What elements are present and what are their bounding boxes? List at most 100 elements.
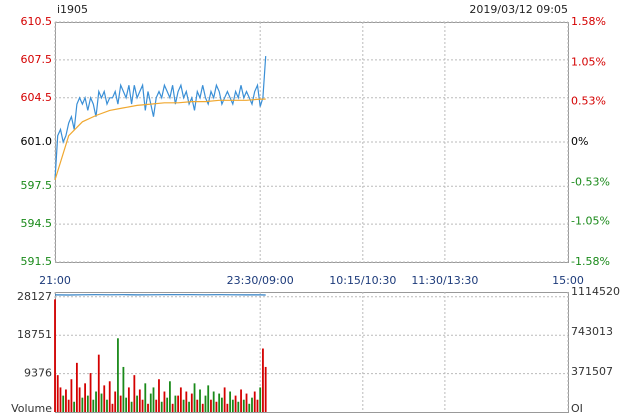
volume-bar <box>65 389 67 412</box>
y2-tick-label: 1.05% <box>571 55 606 68</box>
volume-bar <box>106 399 108 412</box>
volume-bar <box>182 399 185 412</box>
volume-bar <box>251 397 253 412</box>
volume-bar <box>84 383 86 412</box>
volume-bar <box>218 393 221 412</box>
y2-tick-label: 0.53% <box>571 95 606 108</box>
volume-bar <box>226 403 229 412</box>
y-tick-label: 9376 <box>24 367 52 380</box>
volume-bar <box>179 387 182 412</box>
volume-bar <box>100 393 103 412</box>
volume-bar <box>190 393 193 412</box>
volume-bar <box>144 383 147 412</box>
volume-bar <box>169 381 171 412</box>
y2-tick-label: 371507 <box>571 365 613 378</box>
volume-bar <box>70 379 73 412</box>
volume-bar <box>103 385 106 412</box>
volume-bar <box>234 395 237 412</box>
volume-bar <box>141 399 144 412</box>
volume-bar <box>81 397 84 412</box>
volume-bar <box>127 387 130 412</box>
x-tick-label: 15:00 <box>552 274 584 287</box>
x-tick-label: 21:00 <box>39 274 71 287</box>
volume-bar <box>166 397 169 412</box>
y2-tick-label: -0.53% <box>571 175 610 188</box>
volume-bar <box>223 387 226 412</box>
volume-bar <box>177 395 180 412</box>
volume-bar <box>78 387 81 412</box>
volume-bar <box>196 399 199 412</box>
volume-bar <box>231 399 234 412</box>
volume-bar <box>147 403 149 412</box>
x-tick-label: 11:30/13:30 <box>411 274 478 287</box>
volume-bar <box>62 395 65 412</box>
price-line <box>54 56 267 180</box>
volume-bar <box>212 391 215 412</box>
y-tick-label: 18751 <box>17 328 52 341</box>
y2-tick-label: -1.05% <box>571 215 610 228</box>
volume-bar <box>119 395 122 412</box>
subtitle: 2019/03/12 09:05 <box>469 3 568 16</box>
y2-tick-label: 1114520 <box>571 285 620 298</box>
volume-bar <box>242 399 245 412</box>
volume-bar <box>86 395 89 412</box>
volume-frame <box>55 292 569 413</box>
y2-tick-label: -1.58% <box>571 255 610 268</box>
volume-bar <box>89 373 92 412</box>
volume-bar <box>95 391 97 412</box>
y-tick-label: 607.5 <box>21 53 53 66</box>
volume-bar <box>262 348 264 412</box>
x-tick-label: 23:30/09:00 <box>227 274 294 287</box>
volume-bar <box>73 401 76 412</box>
volume-bar <box>259 387 262 412</box>
volume-bar <box>174 395 177 412</box>
y-tick-label: 594.5 <box>21 217 53 230</box>
y2-tick-label: 0% <box>571 135 588 148</box>
volume-bar <box>229 391 232 412</box>
volume-bar <box>215 401 218 412</box>
volume-bar <box>56 375 59 412</box>
volume-bar <box>67 399 70 412</box>
y2-label: OI <box>571 402 583 415</box>
price-line <box>54 98 266 181</box>
volume-bar <box>108 381 111 412</box>
volume-bar <box>163 391 166 412</box>
volume-bar <box>171 403 174 412</box>
volume-bar <box>253 391 256 412</box>
volume-bar <box>133 375 136 412</box>
volume-bar <box>155 399 158 412</box>
y-label: Volume <box>11 402 52 415</box>
volume-bar <box>158 379 160 412</box>
volume-bar <box>149 393 152 412</box>
volume-bar <box>188 401 190 412</box>
y-tick-label: 601.0 <box>21 135 53 148</box>
volume-bar <box>220 397 223 412</box>
volume-bar <box>160 401 163 412</box>
volume-bar <box>248 403 251 412</box>
volume-bar <box>59 387 62 412</box>
volume-bar <box>240 389 242 412</box>
volume-bar <box>114 391 117 412</box>
y-tick-label: 591.5 <box>21 255 53 268</box>
volume-bar <box>207 385 210 412</box>
volume-bar <box>185 391 188 412</box>
volume-bar <box>201 403 204 412</box>
volume-bar <box>152 387 155 412</box>
x-tick-label: 10:15/10:30 <box>329 274 396 287</box>
volume-bar <box>136 395 138 412</box>
y-tick-label: 604.5 <box>21 91 53 104</box>
volume-bar <box>256 399 259 412</box>
volume-bar <box>75 362 78 412</box>
y2-tick-label: 743013 <box>571 325 613 338</box>
y-tick-label: 28127 <box>17 290 52 303</box>
volume-bar <box>92 399 95 412</box>
volume-bar <box>125 397 128 412</box>
volume-bar <box>130 401 133 412</box>
volume-bar <box>193 383 196 412</box>
volume-bar <box>199 389 201 412</box>
title: i1905 <box>57 3 88 16</box>
volume-bar <box>117 338 119 412</box>
volume-bar <box>138 389 141 412</box>
volume-bar <box>237 401 240 412</box>
